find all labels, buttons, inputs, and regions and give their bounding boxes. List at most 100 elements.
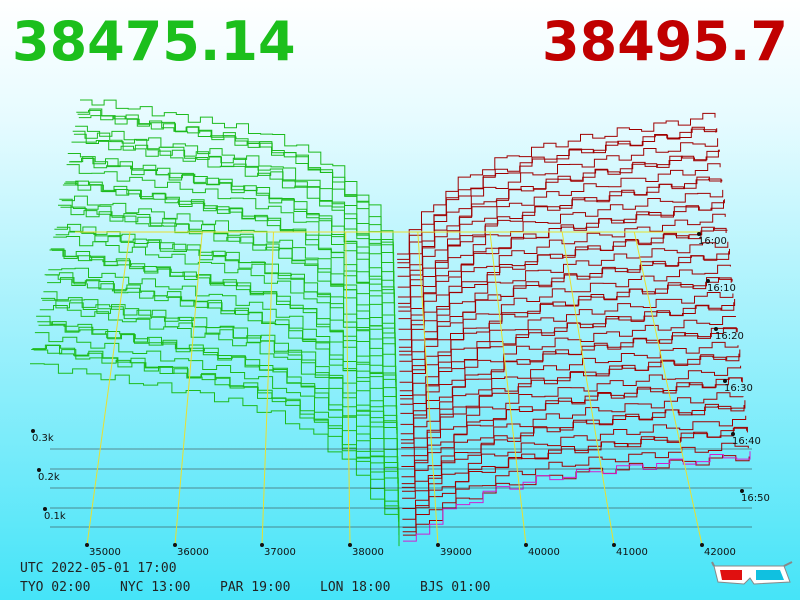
tick-dot bbox=[723, 379, 727, 383]
price-grid-line bbox=[561, 231, 615, 546]
tick-dot bbox=[348, 543, 352, 547]
ask-depth-line bbox=[402, 415, 747, 509]
tick-dot bbox=[612, 543, 616, 547]
time-label: 16:40 bbox=[732, 436, 761, 447]
axis-labels: 35000 36000 37000 38000 39000 40000 41000 42000… bbox=[31, 232, 770, 558]
bid-depth-line bbox=[62, 180, 396, 347]
utc-time: UTC 2022-05-01 17:00 bbox=[20, 561, 177, 576]
bid-depth-line bbox=[36, 315, 399, 513]
bid-depth-line bbox=[48, 267, 398, 434]
ask-depth-line bbox=[401, 377, 743, 485]
price-grid-line bbox=[345, 231, 351, 546]
ask-depth-line bbox=[401, 341, 739, 444]
price-grid-line bbox=[174, 231, 203, 546]
ask-depth-line bbox=[397, 149, 720, 288]
bid-depth-line bbox=[80, 99, 394, 250]
ask-depth-line bbox=[400, 299, 736, 414]
time-label: 16:20 bbox=[715, 331, 744, 342]
ask-depth-line bbox=[397, 126, 718, 264]
ask-price: 38495.7 bbox=[542, 10, 788, 73]
time-label: 16:00 bbox=[698, 236, 727, 247]
bid-depth-line bbox=[53, 236, 397, 409]
tick-dot bbox=[436, 543, 440, 547]
tick-dot bbox=[85, 543, 89, 547]
3d-glasses-icon bbox=[711, 561, 793, 585]
tick-dot bbox=[714, 327, 718, 331]
bid-depth-line bbox=[39, 305, 399, 484]
price-grid-line bbox=[417, 231, 439, 546]
tick-dot bbox=[260, 543, 264, 547]
price-label: 40000 bbox=[528, 547, 560, 558]
price-label: 37000 bbox=[264, 547, 296, 558]
tick-dot bbox=[697, 232, 701, 236]
price-label: 36000 bbox=[177, 547, 209, 558]
depth-label: 0.2k bbox=[38, 472, 60, 483]
time-label: 16:10 bbox=[707, 283, 736, 294]
bid-depth-line bbox=[67, 153, 395, 325]
ask-depth-line bbox=[399, 264, 731, 383]
bid-depth-line bbox=[38, 321, 399, 493]
tick-dot bbox=[706, 279, 710, 283]
ask-depth-line bbox=[398, 176, 723, 308]
ask-depth-line bbox=[399, 248, 730, 372]
tick-dot bbox=[700, 543, 704, 547]
price-grid-line bbox=[489, 231, 527, 546]
tick-dot bbox=[731, 432, 735, 436]
bid-depth-line bbox=[44, 274, 398, 462]
city-time: BJS 01:00 bbox=[420, 580, 490, 595]
ask-depth-line bbox=[398, 199, 725, 330]
ask-depth-line bbox=[402, 426, 748, 528]
ask-depth-line bbox=[399, 277, 733, 396]
price-label: 41000 bbox=[616, 547, 648, 558]
ask-depth-line bbox=[400, 327, 738, 441]
price-label: 38000 bbox=[352, 547, 384, 558]
bid-depth-line bbox=[45, 272, 398, 451]
ask-depth-line bbox=[401, 365, 742, 467]
bid-depth-line bbox=[31, 344, 400, 536]
bid-depth-line bbox=[61, 195, 396, 356]
bid-depth-line bbox=[34, 332, 399, 519]
bid-depth-line bbox=[41, 297, 399, 478]
bid-price: 38475.14 bbox=[12, 10, 296, 73]
bid-depth-line bbox=[71, 140, 395, 298]
ask-depth-line bbox=[398, 189, 724, 312]
bid-depth-line bbox=[58, 204, 397, 383]
city-time: PAR 19:00 bbox=[220, 580, 290, 595]
ask-depth-line bbox=[399, 251, 730, 362]
price-label: 35000 bbox=[89, 547, 121, 558]
bid-depth-line bbox=[32, 345, 400, 527]
ask-depth-line bbox=[399, 226, 728, 352]
tick-dot bbox=[31, 429, 35, 433]
bid-depth-line bbox=[56, 226, 397, 386]
price-label: 39000 bbox=[440, 547, 472, 558]
price-grid-line bbox=[86, 231, 131, 546]
ask-depth-line bbox=[401, 349, 741, 457]
tick-dot bbox=[740, 489, 744, 493]
grid bbox=[50, 231, 752, 546]
city-times: TYO 02:00 NYC 13:00 PAR 19:00 LON 18:00 BJS … bbox=[20, 580, 490, 595]
city-time: TYO 02:00 bbox=[20, 580, 90, 595]
depth-label: 0.1k bbox=[44, 511, 66, 522]
ask-depth-line bbox=[400, 292, 734, 400]
tick-dot bbox=[524, 543, 528, 547]
ask-depth-line bbox=[402, 400, 746, 499]
price-label: 42000 bbox=[704, 547, 736, 558]
ask-depth-line bbox=[400, 316, 736, 425]
ask-depth-line bbox=[397, 163, 721, 298]
city-time: LON 18:00 bbox=[320, 580, 390, 595]
price-grid-line bbox=[261, 231, 274, 546]
tick-dot bbox=[173, 543, 177, 547]
depth-label: 0.3k bbox=[32, 433, 54, 444]
bid-depth-line bbox=[66, 164, 396, 334]
time-label: 16:50 bbox=[741, 493, 770, 504]
ask-depth-line bbox=[397, 112, 716, 255]
ask-depth-line bbox=[397, 138, 719, 269]
ask-depth-line bbox=[398, 213, 726, 341]
tick-dot bbox=[37, 468, 41, 472]
ask-depth-line bbox=[401, 392, 744, 488]
ask-depth-line bbox=[399, 241, 729, 356]
price-grid-line bbox=[633, 231, 703, 546]
